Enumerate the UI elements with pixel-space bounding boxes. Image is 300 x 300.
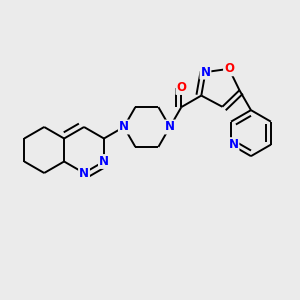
Text: O: O — [176, 81, 186, 94]
Text: N: N — [79, 167, 89, 179]
Text: N: N — [200, 66, 210, 79]
Text: N: N — [229, 138, 238, 151]
Text: N: N — [119, 121, 129, 134]
Text: N: N — [165, 121, 175, 134]
Text: O: O — [224, 62, 234, 75]
Text: N: N — [99, 155, 109, 168]
